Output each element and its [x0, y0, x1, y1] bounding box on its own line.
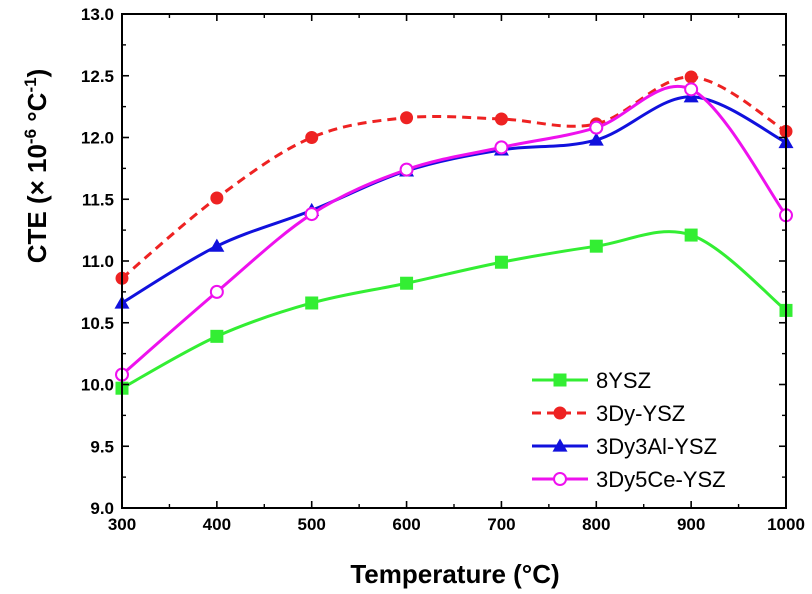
- legend-marker-3dy-ysz: [553, 406, 567, 420]
- y-axis-title-suffix: ): [22, 69, 52, 78]
- data-point-8ysz: [400, 276, 414, 290]
- legend-label-3dy5ce-ysz: 3Dy5Ce-YSZ: [596, 467, 726, 492]
- x-tick-label: 1000: [767, 515, 805, 534]
- y-axis-title-prefix: CTE (× 10: [22, 144, 52, 263]
- data-point-3dy5ce-ysz: [399, 162, 414, 177]
- y-tick-label: 9.5: [90, 437, 114, 456]
- data-point-3dy-ysz: [684, 70, 698, 84]
- y-tick-label: 11.0: [82, 252, 114, 271]
- legend-label-8ysz: 8YSZ: [596, 368, 651, 393]
- data-point-3dy-ysz: [494, 112, 508, 126]
- y-tick-label: 10.5: [81, 314, 114, 333]
- x-axis-title: Temperature (°C): [350, 559, 559, 589]
- y-tick-label: 12.0: [81, 129, 114, 148]
- legend-entry-3dy5ce-ysz: 3Dy5Ce-YSZ: [532, 467, 726, 492]
- data-point-3dy-ysz: [400, 111, 414, 125]
- series-3dy5ce-ysz: [115, 82, 793, 382]
- data-point-3dy3al-ysz: [209, 238, 225, 252]
- data-point-3dy5ce-ysz: [304, 207, 319, 222]
- series-3dy-ysz: [115, 70, 793, 285]
- data-point-3dy3al-ysz: [588, 132, 604, 146]
- x-tick-label: 900: [677, 515, 705, 534]
- legend-marker-8ysz: [553, 373, 567, 387]
- data-point-8ysz: [305, 296, 319, 310]
- data-point-3dy-ysz: [305, 131, 319, 144]
- y-axis-title-mid: °C: [22, 92, 52, 129]
- axes: 300 400 500 600 700 800 900 1000 9.0 9.5 10.0 10.5 1…: [81, 5, 805, 534]
- x-tick-label: 400: [203, 515, 231, 534]
- data-point-8ysz: [494, 255, 508, 269]
- legend-marker-3dy3al-ysz: [552, 438, 568, 452]
- data-point-3dy5ce-ysz: [684, 82, 699, 97]
- legend-label-3dy3al-ysz: 3Dy3Al-YSZ: [596, 434, 717, 459]
- series-line-8ysz: [122, 230, 786, 390]
- legend-entry-3dy-ysz: 3Dy-YSZ: [532, 401, 685, 426]
- x-tick-label: 800: [582, 515, 610, 534]
- x-tick-label: 300: [108, 515, 136, 534]
- y-axis-title: CTE (× 10-6 °C-1): [21, 69, 52, 264]
- legend: 8YSZ 3Dy-YSZ 3Dy3Al-YSZ 3Dy5Ce-YSZ: [532, 368, 726, 492]
- y-axis-title-exp1: -6: [21, 129, 40, 144]
- legend-entry-3dy3al-ysz: 3Dy3Al-YSZ: [532, 434, 717, 459]
- x-tick-label: 600: [392, 515, 420, 534]
- data-point-8ysz: [210, 329, 224, 343]
- y-tick-label: 9.0: [90, 499, 114, 518]
- legend-label-3dy-ysz: 3Dy-YSZ: [596, 401, 685, 426]
- data-point-3dy5ce-ysz: [209, 284, 224, 299]
- plot-area: [114, 70, 794, 395]
- y-axis-title-exp2: -1: [21, 77, 40, 92]
- data-point-8ysz: [684, 228, 698, 242]
- legend-entry-8ysz: 8YSZ: [532, 368, 651, 393]
- y-tick-label: 12.5: [81, 67, 114, 86]
- data-point-3dy5ce-ysz: [589, 120, 604, 135]
- series-8ysz: [115, 228, 793, 395]
- x-tick-label: 500: [298, 515, 326, 534]
- y-tick-label: 13.0: [81, 5, 114, 24]
- y-tick-label: 10.0: [81, 376, 114, 395]
- data-point-3dy5ce-ysz: [494, 140, 509, 155]
- y-tick-label: 11.5: [82, 190, 114, 209]
- legend-marker-3dy5ce-ysz: [553, 472, 567, 486]
- data-point-3dy-ysz: [210, 191, 224, 205]
- x-tick-label: 700: [487, 515, 515, 534]
- data-point-8ysz: [589, 239, 603, 253]
